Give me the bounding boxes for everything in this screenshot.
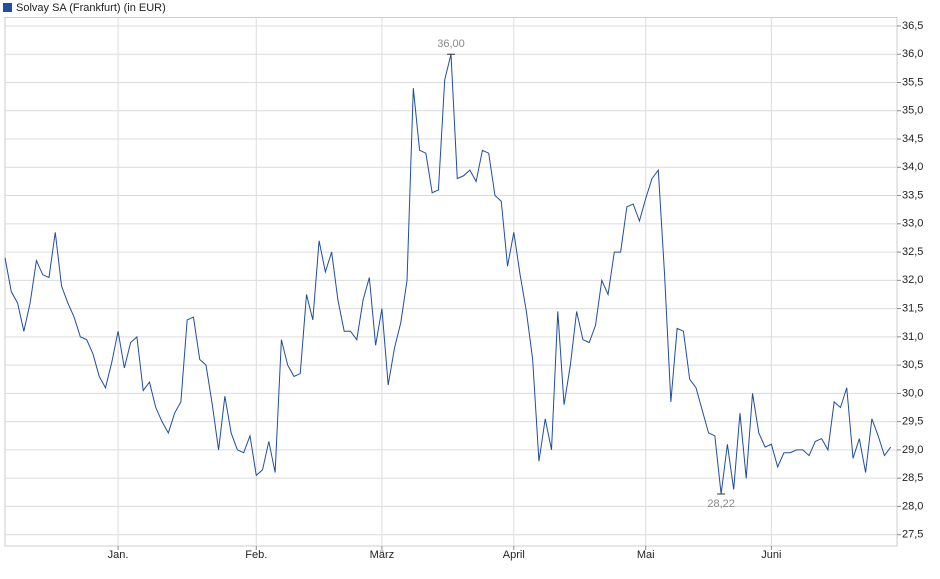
y-tick-label: 35,5 <box>902 76 923 88</box>
y-tick-label: 33,5 <box>902 189 923 201</box>
y-tick-label: 30,5 <box>902 359 923 371</box>
y-tick-label: 28,5 <box>902 472 923 484</box>
x-tick-label: Jan. <box>108 549 129 561</box>
x-tick-label: März <box>370 549 394 561</box>
y-tick-label: 34,0 <box>902 161 923 173</box>
y-tick-label: 30,0 <box>902 387 923 399</box>
y-tick-label: 32,0 <box>902 274 923 286</box>
plot-area <box>4 17 898 547</box>
y-tick-label: 31,0 <box>902 331 923 343</box>
x-tick-label: Feb. <box>245 549 267 561</box>
x-tick-label: April <box>503 549 525 561</box>
y-tick-label: 35,0 <box>902 105 923 117</box>
legend-swatch <box>3 3 12 12</box>
y-tick-label: 32,5 <box>902 246 923 258</box>
price-line <box>4 54 892 495</box>
y-tick-label: 31,5 <box>902 303 923 315</box>
y-tick-label: 34,5 <box>902 133 923 145</box>
x-tick-label: Mai <box>637 549 655 561</box>
y-tick-label: 29,0 <box>902 444 923 456</box>
y-tick-label: 36,5 <box>902 20 923 32</box>
y-tick-label: 33,0 <box>902 218 923 230</box>
y-tick-label: 28,0 <box>902 500 923 512</box>
y-tick-label: 27,5 <box>902 529 923 541</box>
y-tick-label: 29,5 <box>902 416 923 428</box>
legend-label: Solvay SA (Frankfurt) (in EUR) <box>16 2 166 14</box>
max-label: 36,00 <box>437 38 465 50</box>
min-label: 28,22 <box>707 498 735 510</box>
y-tick-label: 36,0 <box>902 48 923 60</box>
x-tick-label: Juni <box>761 549 781 561</box>
